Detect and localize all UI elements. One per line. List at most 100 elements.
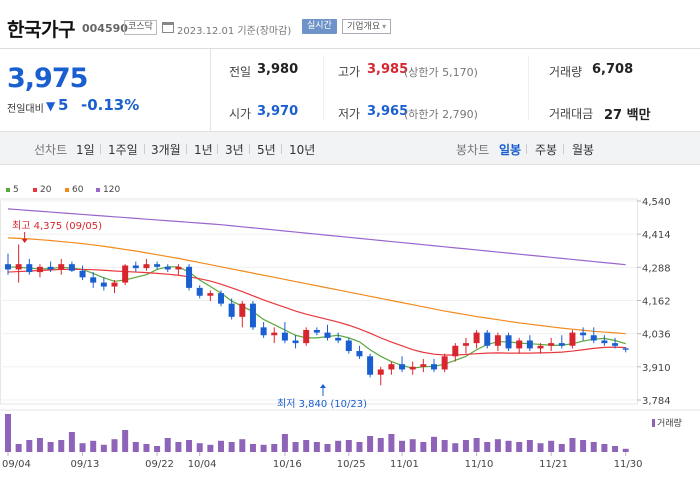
- volume-bar: [175, 442, 182, 452]
- candle: [58, 258, 65, 275]
- candle-body: [377, 369, 384, 375]
- candle-body: [90, 277, 97, 283]
- ma20-line: [7, 268, 626, 356]
- x-tick-label: 11/21: [539, 459, 568, 470]
- candle-body: [111, 282, 118, 287]
- candle-body: [228, 303, 235, 317]
- candle-body: [441, 356, 448, 370]
- realtime-button[interactable]: 실시간: [302, 19, 337, 34]
- period-3y[interactable]: 3년: [225, 143, 244, 157]
- volume-bar: [580, 440, 587, 452]
- volume-bar: [58, 440, 65, 452]
- volume-bar: [420, 442, 427, 452]
- change-label: 전일대비: [7, 104, 44, 115]
- period-1d[interactable]: 1일: [76, 143, 95, 157]
- candle-body: [462, 343, 469, 346]
- price-chart[interactable]: 4,540 4,414 4,288 4,162 4,036 3,910 3,784 최고 4,…: [0, 190, 700, 490]
- candle: [537, 343, 544, 354]
- candle-weekly[interactable]: 주봉: [535, 143, 558, 157]
- volume-bar: [601, 444, 608, 452]
- x-tick-label: 09/22: [145, 459, 174, 470]
- candle: [548, 337, 555, 352]
- volume-bar: [249, 444, 256, 452]
- candle: [249, 301, 256, 330]
- volume-bar: [409, 439, 416, 452]
- volume-bar: [569, 438, 576, 452]
- candle-body: [68, 264, 75, 271]
- candle-body: [100, 282, 107, 287]
- chevron-down-icon: ▾: [382, 22, 387, 31]
- volume-bar: [505, 440, 512, 452]
- candle-body: [143, 264, 150, 269]
- candle-body: [388, 364, 395, 370]
- volume-value: 6,708: [592, 62, 634, 77]
- candle: [431, 358, 437, 373]
- period-5y[interactable]: 5년: [257, 143, 276, 157]
- candle-daily[interactable]: 일봉: [499, 143, 522, 157]
- volume-bar: [186, 440, 193, 452]
- ma120-line: [7, 208, 626, 266]
- candle-body: [196, 287, 203, 296]
- candle-body: [420, 364, 427, 367]
- company-overview-button[interactable]: 기업개요 ▾: [342, 19, 392, 34]
- period-1y[interactable]: 1년: [194, 143, 213, 157]
- candle: [26, 258, 33, 275]
- candle-monthly[interactable]: 월봉: [572, 143, 595, 157]
- legend-label: 120: [103, 185, 121, 195]
- volume-bar: [5, 414, 11, 452]
- period-3m[interactable]: 3개월: [151, 143, 181, 157]
- volume-bar: [356, 442, 363, 452]
- candle-body: [239, 303, 246, 317]
- volume-bar: [218, 440, 224, 452]
- volume-bar: [239, 439, 246, 452]
- volume-bar: [431, 436, 437, 452]
- low-annotation: 최저 3,840 (10/23): [277, 398, 367, 410]
- divider: [210, 49, 211, 131]
- volume-bar: [399, 440, 406, 452]
- legend-ma5: 5: [6, 185, 19, 195]
- candle-body: [505, 335, 512, 349]
- candle: [228, 298, 235, 320]
- candle-body: [281, 332, 288, 341]
- separator: [144, 144, 145, 154]
- candle-body: [58, 264, 65, 270]
- y-tick-label: 3,910: [642, 363, 671, 374]
- volume-bar: [26, 440, 33, 452]
- y-tick-label: 4,288: [642, 263, 671, 274]
- volume-bar: [90, 440, 97, 452]
- volume-bar: [324, 444, 331, 452]
- divider: [323, 56, 324, 120]
- candle: [218, 290, 224, 307]
- candle-body: [558, 343, 565, 346]
- candle: [452, 343, 459, 362]
- candle-body: [526, 340, 533, 349]
- candle-body: [569, 332, 576, 346]
- prev-close-label: 전일: [229, 65, 252, 79]
- candle: [324, 324, 331, 341]
- volume-bar: [526, 440, 533, 452]
- candle: [558, 335, 565, 349]
- x-tick-label: 11/01: [390, 459, 419, 470]
- candle: [313, 327, 320, 336]
- candle: [590, 327, 597, 344]
- amount-value: 27 백만: [604, 108, 651, 123]
- price-summary: 3,975 전일대비 ▼ 5 -0.13%: [0, 49, 210, 131]
- high-label: 고가: [338, 65, 361, 79]
- volume-bar: [462, 440, 469, 452]
- candle: [154, 261, 161, 270]
- volume-bar: [303, 440, 310, 452]
- volume-bar: [388, 434, 395, 452]
- volume-bar: [537, 443, 544, 452]
- candle: [462, 337, 469, 354]
- market-badge: 코스닥: [124, 20, 157, 35]
- volume-bar: [612, 446, 619, 452]
- y-tick-label: 3,784: [642, 396, 671, 407]
- volume-bar: [260, 444, 267, 452]
- candle: [260, 322, 267, 338]
- period-10y[interactable]: 10년: [289, 143, 316, 157]
- volume-bar: [111, 439, 118, 452]
- candle: [601, 335, 608, 346]
- candle-body: [15, 264, 22, 270]
- y-tick-label: 4,162: [642, 297, 671, 308]
- period-1w[interactable]: 1주일: [108, 143, 138, 157]
